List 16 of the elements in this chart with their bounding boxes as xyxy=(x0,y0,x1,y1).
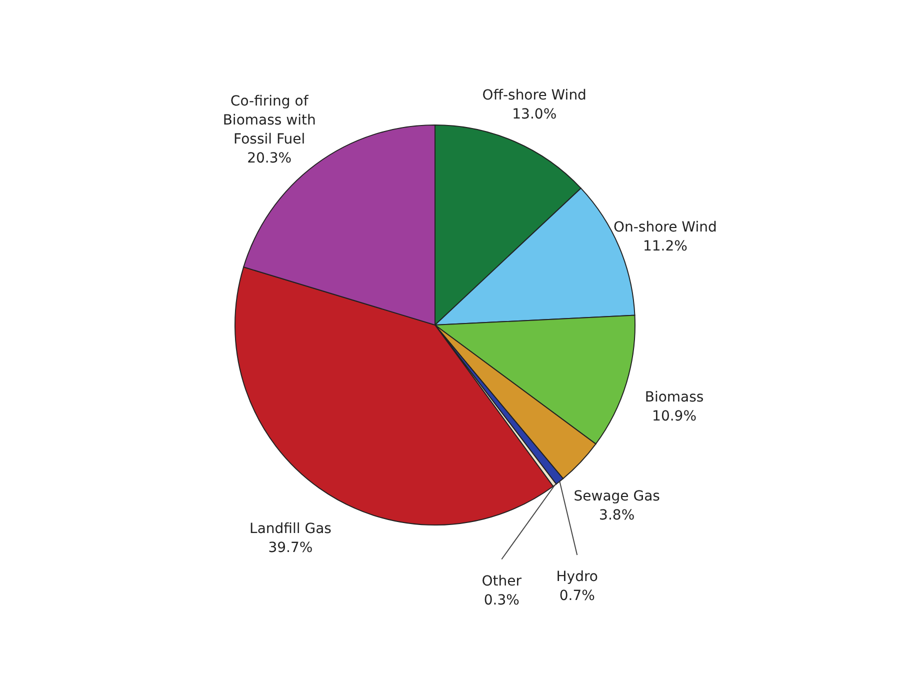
data-label: 20.3% xyxy=(247,150,292,167)
data-label: 11.2% xyxy=(642,238,688,254)
slice-label: Landfill Gas xyxy=(250,520,332,537)
slice-label: Co-firing of Biomass with Fossil Fuel xyxy=(222,94,316,148)
slice-label: Sewage Gas xyxy=(574,488,660,505)
data-label: 3.8% xyxy=(599,508,635,524)
data-label: 39.7% xyxy=(268,540,313,556)
slice-label: Other xyxy=(482,573,522,590)
slice-label: Off-shore Wind xyxy=(482,88,586,104)
data-label: 10.9% xyxy=(652,408,697,424)
data-label: 0.7% xyxy=(559,588,595,604)
data-label: 0.3% xyxy=(484,592,520,608)
slice-label: On-shore Wind xyxy=(613,219,717,236)
data-label: 13.0% xyxy=(512,106,557,123)
slice-label: Hydro xyxy=(556,569,598,586)
slice-label: Biomass xyxy=(644,389,704,406)
